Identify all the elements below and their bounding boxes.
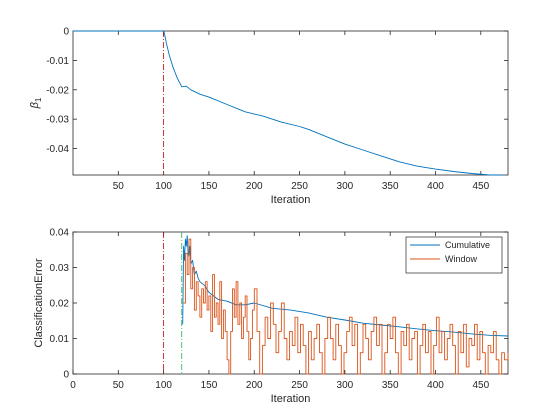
legend-box [405, 236, 503, 274]
y-tick-label: 0.04 [50, 228, 70, 239]
legend-label-window: Window [445, 254, 478, 264]
y-tick-label: -0.02 [46, 85, 69, 96]
y-tick-label: -0.01 [46, 56, 69, 67]
bottom-panel: 0 50 100 150 200 250 300 350 400 450 0 0.01 0.02 0.03… [33, 228, 509, 405]
y-axis-label: β1 [29, 97, 43, 109]
x-tick-label: 150 [201, 380, 218, 391]
series-window [183, 238, 509, 375]
x-tick-label: 0 [70, 380, 76, 391]
x-tick-label: 450 [472, 380, 489, 391]
y-tick-label: 0.01 [50, 334, 70, 345]
x-tick-label: 100 [155, 380, 172, 391]
legend-label-cumulative: Cumulative [445, 240, 490, 250]
x-tick-label: 450 [472, 181, 489, 192]
x-axis-label: Iteration [271, 393, 311, 405]
x-tick-label: 50 [113, 380, 125, 391]
y-tick-label: 0 [63, 370, 69, 381]
x-tick-label: 400 [427, 181, 444, 192]
series-line [73, 30, 504, 176]
x-tick-label: 250 [291, 181, 308, 192]
y-tick-label: 0 [63, 27, 69, 38]
y-tick-label: -0.03 [46, 115, 69, 126]
y-axis-label-symbol: β [29, 101, 41, 109]
y-tick-label: -0.04 [46, 144, 69, 155]
x-tick-label: 300 [337, 380, 354, 391]
x-tick-label: 300 [337, 181, 354, 192]
y-axis-label: ClassificationError [33, 258, 45, 348]
x-tick-label: 150 [201, 181, 218, 192]
x-tick-label: 350 [382, 181, 399, 192]
series-cumulative [182, 235, 509, 337]
x-tick-label: 100 [155, 181, 172, 192]
y-tick-label: 0.02 [50, 299, 70, 310]
y-tick-label: 0.03 [50, 263, 70, 274]
y-axis-label-subscript: 1 [34, 97, 43, 102]
x-tick-label: 350 [382, 380, 399, 391]
x-axis-label: Iteration [271, 194, 311, 206]
x-tick-label: 200 [246, 380, 263, 391]
x-tick-label: 200 [246, 181, 263, 192]
x-tick-label: 50 [113, 181, 125, 192]
x-tick-label: 250 [291, 380, 308, 391]
plot-area [72, 30, 509, 176]
top-panel: 50 100 150 200 250 300 350 400 450 0 -0.01 -0.02 -0.… [29, 27, 509, 206]
x-tick-label: 400 [427, 380, 444, 391]
